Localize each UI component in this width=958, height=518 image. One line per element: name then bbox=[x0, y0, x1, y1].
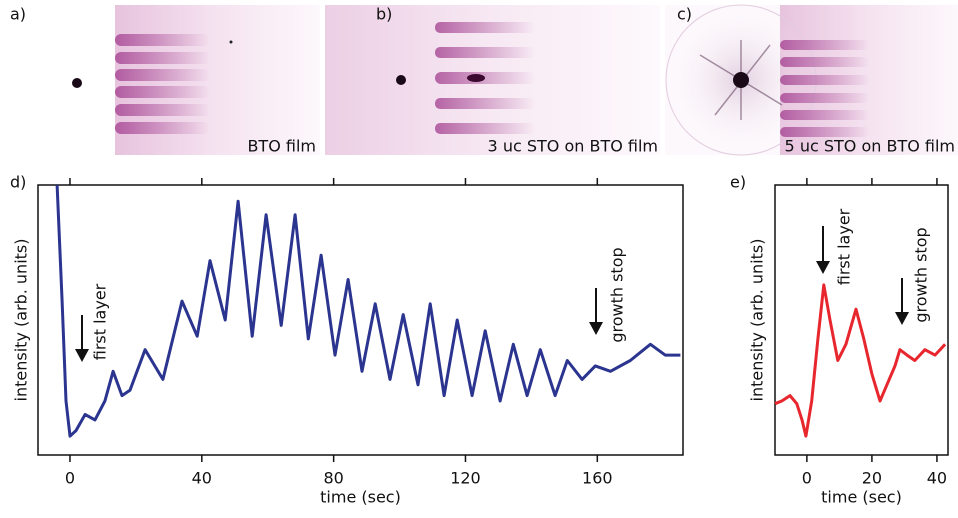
x-tick-label: 80 bbox=[323, 469, 343, 488]
plot-frame bbox=[37, 184, 684, 456]
image-caption: BTO film bbox=[247, 137, 316, 156]
x-tick-label: 20 bbox=[862, 469, 882, 488]
rheed-image-b bbox=[325, 5, 660, 155]
image-caption: 5 uc STO on BTO film bbox=[785, 137, 955, 156]
x-axis-label: time (sec) bbox=[821, 488, 902, 507]
x-tick-label: 40 bbox=[192, 469, 212, 488]
x-tick-label: 120 bbox=[450, 469, 481, 488]
panel-label: e) bbox=[730, 173, 746, 192]
panel-label: d) bbox=[10, 173, 26, 192]
annotation-arrowhead bbox=[589, 322, 603, 335]
y-axis-label: intensity (arb. units) bbox=[12, 239, 31, 402]
y-axis-label: intensity (arb. units) bbox=[748, 239, 767, 402]
rheed-image-a bbox=[72, 5, 320, 155]
x-axis-label: time (sec) bbox=[320, 488, 401, 507]
annotation-arrowhead bbox=[75, 349, 89, 362]
x-tick-label: 40 bbox=[927, 469, 947, 488]
annotation: growth stop bbox=[608, 247, 627, 342]
annotation: first layer bbox=[91, 283, 110, 360]
annotation: first layer bbox=[835, 208, 854, 285]
image-caption: 3 uc STO on BTO film bbox=[488, 137, 658, 156]
rheed-image-c bbox=[665, 4, 958, 156]
plot-frame bbox=[774, 184, 949, 456]
x-tick-label: 160 bbox=[582, 469, 613, 488]
annotation: growth stop bbox=[912, 227, 931, 322]
annotation-arrowhead bbox=[895, 312, 909, 325]
data-line bbox=[774, 283, 947, 438]
panel-label: a) bbox=[10, 5, 26, 24]
panel-label: c) bbox=[677, 5, 692, 24]
x-tick-label: 0 bbox=[802, 469, 812, 488]
data-line bbox=[55, 184, 681, 438]
x-tick-label: 0 bbox=[65, 469, 75, 488]
annotation-arrowhead bbox=[816, 261, 830, 274]
panel-label: b) bbox=[376, 5, 392, 24]
